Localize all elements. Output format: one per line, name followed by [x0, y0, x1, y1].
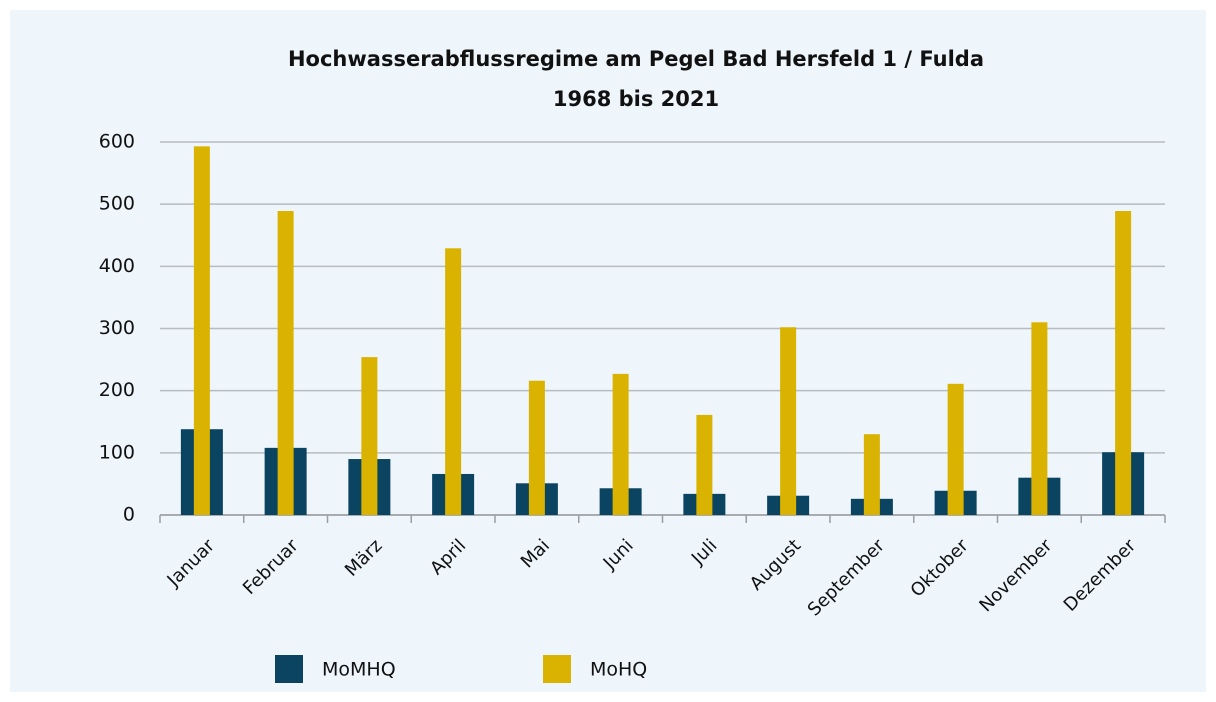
- chart-subtitle: 1968 bis 2021: [553, 87, 719, 111]
- y-tick-label: 500: [99, 193, 135, 215]
- bar: [612, 373, 629, 515]
- bar: [947, 383, 964, 515]
- bar: [528, 380, 545, 515]
- bar: [193, 146, 210, 515]
- panel: [10, 10, 1206, 692]
- bar: [1115, 211, 1132, 515]
- bar: [780, 327, 797, 515]
- y-tick-label: 100: [99, 441, 135, 463]
- bar: [361, 357, 378, 515]
- bar: [277, 211, 294, 515]
- legend-swatch: [543, 655, 571, 683]
- y-tick-label: 200: [99, 379, 135, 401]
- bar: [445, 248, 462, 515]
- bar: [696, 414, 713, 515]
- y-tick-label: 0: [123, 504, 135, 526]
- y-tick-label: 600: [99, 131, 135, 153]
- legend-swatch: [275, 655, 303, 683]
- legend-label: MoMHQ: [322, 659, 396, 681]
- chart-title: Hochwasserabflussregime am Pegel Bad Her…: [288, 47, 984, 71]
- y-tick-label: 400: [99, 255, 135, 277]
- legend-label: MoHQ: [590, 659, 647, 681]
- y-tick-label: 300: [99, 317, 135, 339]
- bar: [1031, 322, 1048, 515]
- bar: [863, 434, 880, 515]
